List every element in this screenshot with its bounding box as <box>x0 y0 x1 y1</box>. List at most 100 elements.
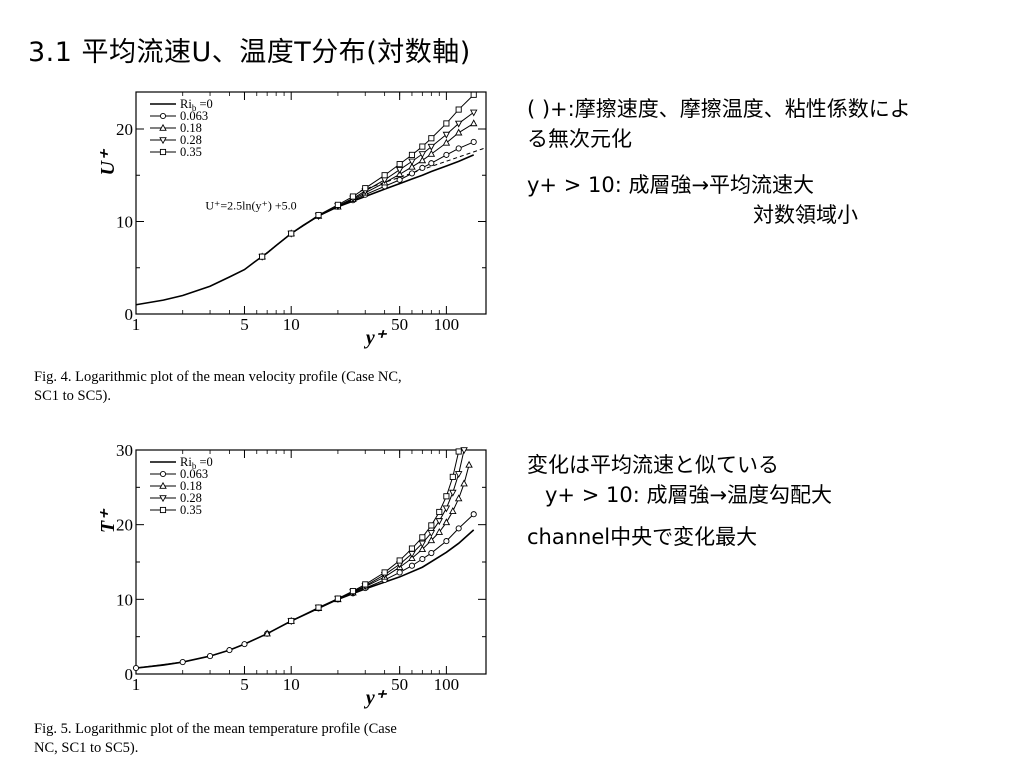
data-point-4 <box>362 581 369 588</box>
data-point-4 <box>334 595 341 602</box>
data-point-3 <box>442 505 451 513</box>
velocity-note-line2: る無次元化 <box>527 127 632 151</box>
data-point-4 <box>381 172 388 179</box>
legend-label-3: 0.28 <box>180 133 202 147</box>
data-point-1 <box>419 164 426 171</box>
data-point-1 <box>428 549 435 557</box>
data-point-4 <box>349 588 356 595</box>
series-line-3 <box>290 449 465 622</box>
y-tick-label: 20 <box>116 120 133 139</box>
data-point-4 <box>408 545 416 552</box>
x-tick-label: 50 <box>391 315 408 334</box>
legend-label-0: Rib =0 <box>180 455 213 471</box>
data-point-3 <box>442 131 451 139</box>
figure-4-caption-line2: SC1 to SC5). <box>34 388 111 404</box>
temperature-note-line3: channel中央で変化最大 <box>527 525 758 549</box>
data-point-4 <box>419 143 426 150</box>
data-point-3 <box>427 143 436 151</box>
data-point-2 <box>418 156 427 164</box>
data-point-2 <box>465 460 473 468</box>
y-tick-label: 10 <box>116 213 133 232</box>
data-point-2 <box>454 494 463 502</box>
series-line-3 <box>261 111 475 258</box>
legend-marker-2 <box>159 481 167 489</box>
data-point-1 <box>396 569 403 576</box>
data-point-2 <box>442 138 451 146</box>
data-point-1 <box>455 525 462 532</box>
x-tick-label: 5 <box>240 675 249 694</box>
legend-marker-4 <box>159 506 167 514</box>
legend-marker-3 <box>159 137 167 145</box>
figure-5-caption: Fig. 5. Logarithmic plot of the mean tem… <box>34 720 554 758</box>
legend-label-4: 0.35 <box>180 145 202 159</box>
velocity-note-line1: ( )+:摩擦速度、摩擦温度、粘性係数によ <box>527 97 911 121</box>
data-point-2 <box>454 128 463 136</box>
legend-label-4: 0.35 <box>180 503 202 517</box>
y-tick-label: 0 <box>125 305 134 324</box>
data-point-1 <box>179 659 186 666</box>
data-point-2 <box>435 527 444 535</box>
data-point-3 <box>408 158 416 166</box>
x-tick-label: 1 <box>132 675 141 694</box>
data-point-3 <box>418 540 427 548</box>
x-tick-label: 10 <box>283 315 300 334</box>
y-tick-label: 20 <box>116 516 133 535</box>
data-point-2 <box>427 149 436 157</box>
legend-label-3: 0.28 <box>180 491 202 505</box>
data-point-4 <box>315 604 322 611</box>
data-point-4 <box>362 185 369 192</box>
figure-5-caption-line1: Fig. 5. Logarithmic plot of the mean tem… <box>34 721 397 737</box>
data-point-4 <box>396 557 403 564</box>
x-axis-label: y⁺ <box>364 327 388 349</box>
data-point-1 <box>132 664 140 672</box>
data-point-3 <box>449 489 457 497</box>
data-point-1 <box>428 160 435 167</box>
data-point-4 <box>315 211 322 219</box>
data-point-4 <box>288 230 295 237</box>
data-point-2 <box>408 162 416 170</box>
legend-label-1: 0.063 <box>180 109 208 123</box>
data-point-1 <box>226 647 233 654</box>
temperature-note-line2: y+ > 10: 成層強→温度勾配大 <box>545 483 833 507</box>
y-axis-label: T⁺ <box>100 508 119 533</box>
data-point-4 <box>381 569 388 576</box>
data-point-4 <box>288 617 295 625</box>
series-line-2 <box>266 464 470 635</box>
legend-marker-1 <box>159 470 167 478</box>
velocity-note-line4: 対数領域小 <box>753 203 858 227</box>
figure-4-caption-line1: Fig. 4. Logarithmic plot of the mean vel… <box>34 369 402 385</box>
data-point-2 <box>395 170 404 178</box>
legend-marker-3 <box>159 495 167 503</box>
x-tick-label: 50 <box>391 675 408 694</box>
data-point-3 <box>454 471 463 479</box>
series-line-0 <box>135 154 475 306</box>
data-point-2 <box>449 507 457 514</box>
data-point-3 <box>460 447 468 455</box>
data-point-4 <box>259 253 266 260</box>
legend-marker-1 <box>159 112 167 120</box>
y-tick-label: 10 <box>116 590 133 609</box>
data-point-3 <box>395 166 404 174</box>
velocity-note-line3: y+ > 10: 成層強→平均流速大 <box>527 173 815 197</box>
data-point-2 <box>460 479 468 487</box>
data-point-1 <box>470 511 477 518</box>
data-point-2 <box>418 545 427 553</box>
legend-label-1: 0.063 <box>180 467 208 481</box>
x-tick-label: 100 <box>434 675 460 694</box>
data-point-4 <box>443 493 450 500</box>
data-point-2 <box>469 119 478 127</box>
data-point-4 <box>334 201 341 208</box>
data-point-3 <box>435 518 444 526</box>
data-point-1 <box>419 555 426 563</box>
y-tick-label: 0 <box>125 665 134 684</box>
legend-marker-4 <box>159 148 167 156</box>
x-tick-label: 1 <box>132 315 141 334</box>
data-point-4 <box>396 161 403 168</box>
plot-frame <box>135 91 487 315</box>
data-point-1 <box>408 170 416 177</box>
data-point-3 <box>454 120 463 128</box>
data-point-1 <box>408 562 416 569</box>
data-point-1 <box>443 538 450 545</box>
velocity-profile-chart: 1 5 10 50 100 0 10 20 y⁺ U⁺ U⁺=2.5ln(y⁺) +5.0 Rib =… <box>100 91 487 349</box>
data-point-4 <box>436 508 443 516</box>
